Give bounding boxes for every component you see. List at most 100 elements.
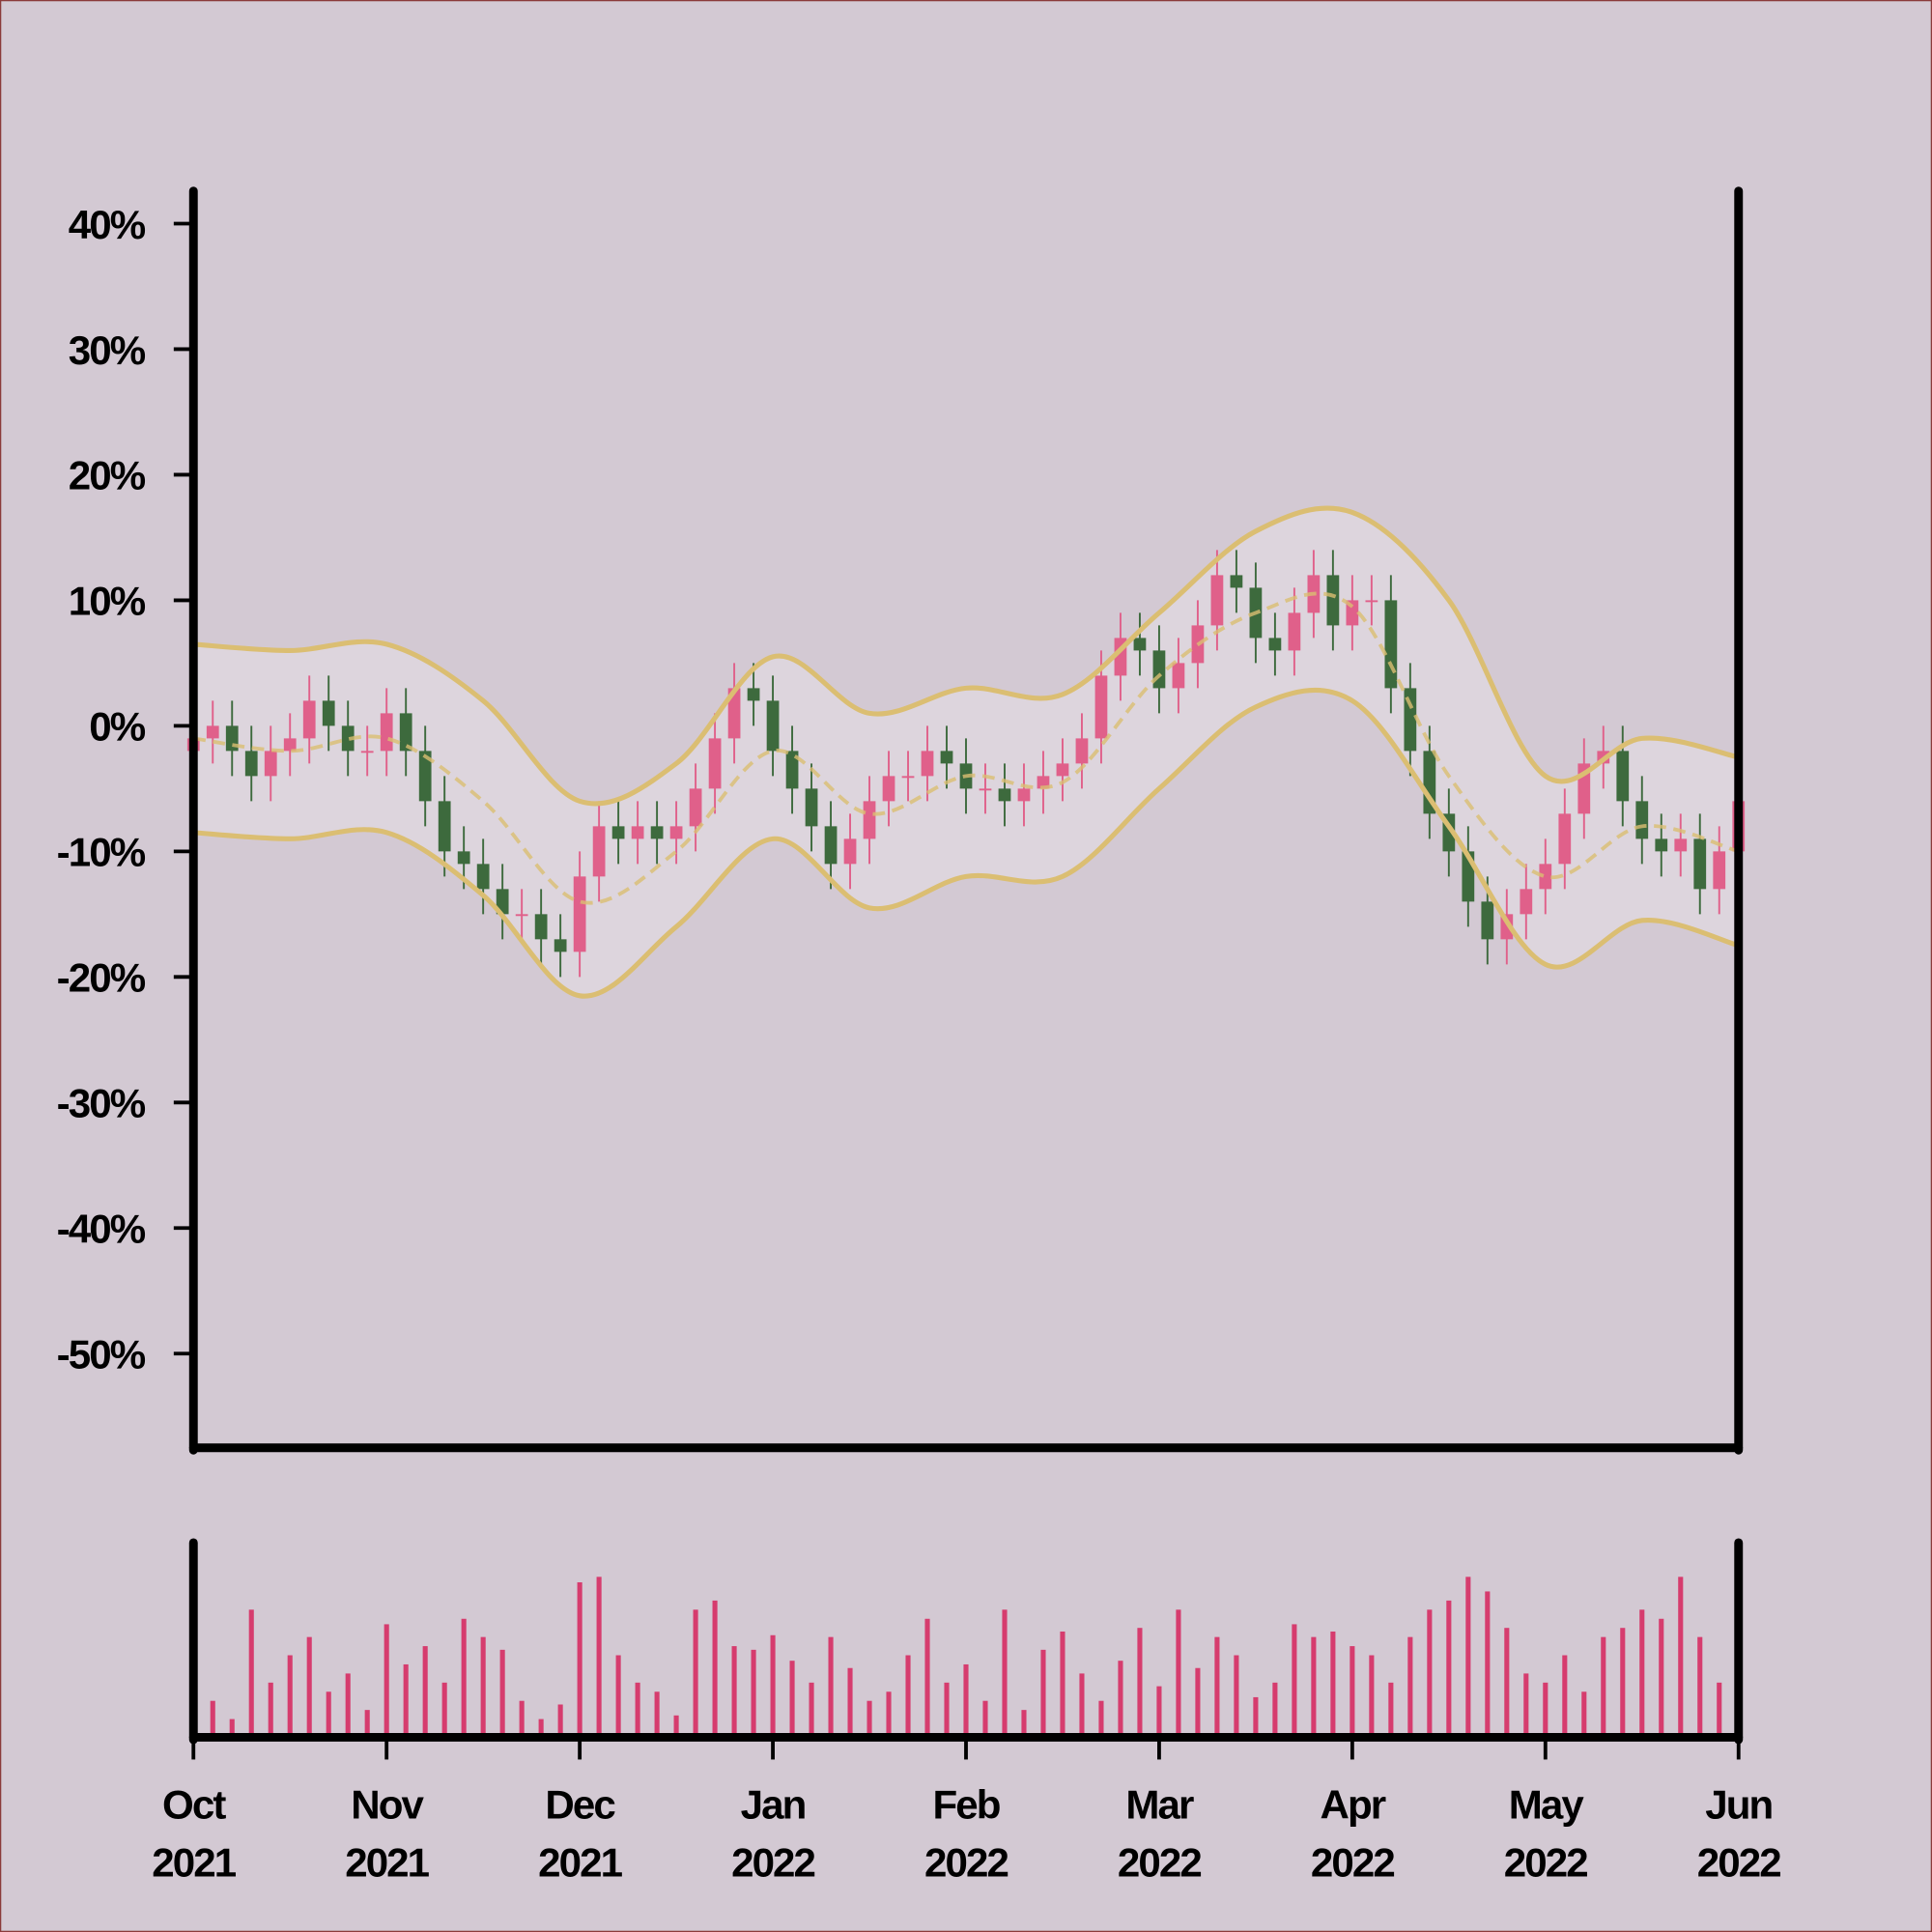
volume-bar xyxy=(1021,1710,1027,1738)
candle-body xyxy=(496,889,509,915)
x-tick-label-line: 2022 xyxy=(731,1840,814,1886)
volume-bar xyxy=(1446,1600,1452,1738)
volume-bar xyxy=(577,1582,582,1738)
x-tick-label-line: Feb xyxy=(932,1782,999,1828)
volume-bar xyxy=(1234,1655,1239,1738)
volume-bar xyxy=(229,1719,235,1738)
volume-panel: Oct 2021 Nov 2021 Dec 2021 Jan 2022 Feb 2022 Mar 20… xyxy=(152,1577,1782,1886)
x-tick-label: Apr 2022 xyxy=(1311,1782,1394,1886)
y-tick-label: -20% xyxy=(57,955,146,1001)
candle-body xyxy=(882,776,895,802)
volume-bar xyxy=(1620,1628,1626,1738)
band-lower xyxy=(193,687,1740,999)
volume-bar xyxy=(924,1618,930,1738)
x-tick-label-line: Apr xyxy=(1321,1782,1386,1828)
x-tick-label-line: Mar xyxy=(1125,1782,1194,1828)
volume-bar xyxy=(1388,1682,1394,1738)
candle-body xyxy=(573,876,586,952)
volume-bar xyxy=(1253,1696,1259,1738)
x-tick-label: Jan 2022 xyxy=(731,1782,814,1886)
candle-body xyxy=(1693,838,1707,890)
volume-bar xyxy=(751,1649,756,1738)
volume-bar xyxy=(1485,1591,1491,1738)
x-tick-label-line: May xyxy=(1509,1782,1585,1828)
volume-bar xyxy=(1581,1691,1587,1738)
candle-body xyxy=(611,826,625,839)
candle-body xyxy=(979,788,992,791)
volume-bar xyxy=(712,1600,718,1738)
candle-body xyxy=(1172,663,1185,689)
frames xyxy=(188,186,1744,1745)
candle-body xyxy=(766,700,780,752)
candle-body xyxy=(1384,600,1398,689)
candle-body xyxy=(863,801,876,839)
x-tick-label: Jun 2022 xyxy=(1697,1782,1780,1886)
candle-body xyxy=(244,751,258,777)
x-tick-label-line: 2021 xyxy=(152,1840,236,1886)
x-tick-label-line: Jun xyxy=(1705,1782,1772,1828)
candle-body xyxy=(998,788,1011,802)
candle-body xyxy=(1288,612,1301,651)
candle-body xyxy=(399,713,412,752)
candle-body xyxy=(1056,763,1069,777)
candle-body xyxy=(1230,575,1243,588)
candle-body xyxy=(1558,813,1572,865)
volume-bar xyxy=(809,1682,814,1738)
volume-bar xyxy=(268,1682,273,1738)
volume-bar xyxy=(982,1700,988,1738)
candle-body xyxy=(1210,575,1224,626)
y-tick-label: 20% xyxy=(69,453,146,498)
candle-body xyxy=(1539,864,1552,890)
y-tick-label: 10% xyxy=(69,579,146,624)
volume-bar xyxy=(1137,1628,1143,1738)
candle-body xyxy=(843,838,857,865)
volume-bar xyxy=(499,1649,505,1738)
volume-bar xyxy=(1002,1609,1008,1738)
volume-bar xyxy=(693,1609,698,1738)
band-middle xyxy=(193,591,1740,905)
volume-bar xyxy=(1292,1624,1297,1738)
x-tick-label: Feb 2022 xyxy=(924,1782,1008,1886)
candle-body xyxy=(1365,600,1378,603)
candle-body xyxy=(322,700,335,726)
volume-bar xyxy=(210,1700,215,1738)
candle-body xyxy=(1423,751,1436,814)
candle-body xyxy=(805,788,818,827)
x-tick-label-line: Nov xyxy=(351,1782,424,1828)
volume-bar xyxy=(461,1618,467,1738)
volume-bar xyxy=(905,1655,911,1738)
candle-body xyxy=(592,826,606,877)
volume-bar xyxy=(441,1682,447,1738)
candle-body xyxy=(669,826,683,839)
candle-body xyxy=(1152,650,1166,689)
y-tick-label: -40% xyxy=(57,1207,146,1252)
volume-bar xyxy=(1639,1609,1645,1738)
candle-body xyxy=(515,914,528,917)
volume-bar xyxy=(847,1667,853,1738)
candle-body xyxy=(747,688,760,701)
candle-body xyxy=(360,751,374,753)
volume-bar xyxy=(287,1655,293,1738)
candle-body xyxy=(1674,838,1688,852)
candle-body xyxy=(727,688,741,739)
candle-body xyxy=(302,700,316,739)
volume-bar xyxy=(635,1682,640,1738)
candle-body xyxy=(264,751,277,777)
candle-body xyxy=(206,725,219,739)
volume-bar xyxy=(1369,1655,1375,1738)
volume-bar xyxy=(1079,1673,1085,1738)
volume-bar xyxy=(1697,1636,1703,1738)
volume-bar xyxy=(789,1661,795,1738)
volume-bar xyxy=(1427,1609,1433,1738)
candle-body xyxy=(824,826,838,865)
volume-bar xyxy=(1717,1682,1722,1738)
candle-body xyxy=(1326,575,1340,626)
volume-bar xyxy=(1272,1682,1278,1738)
candle-body xyxy=(901,776,915,779)
candle-body xyxy=(1616,751,1630,802)
x-tick-label-line: Jan xyxy=(741,1782,806,1828)
volume-bar xyxy=(519,1700,525,1738)
x-tick-label-line: 2022 xyxy=(1697,1840,1780,1886)
